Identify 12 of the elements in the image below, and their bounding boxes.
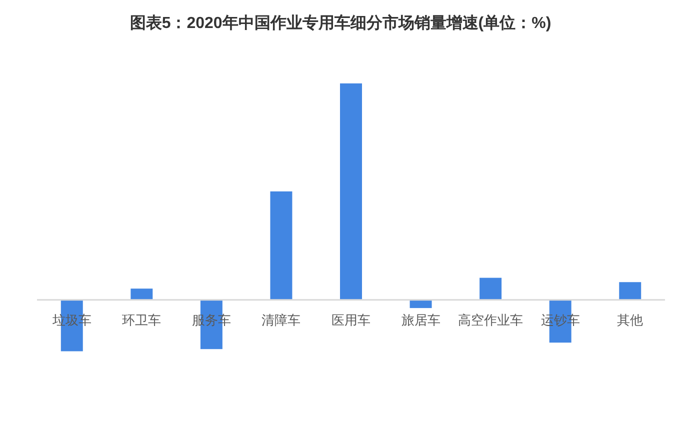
bar [619,282,642,300]
x-tick-label: 环卫车 [122,312,162,328]
bar [130,288,153,300]
x-tick-label: 旅居车 [401,312,440,328]
x-tick-label: 高空作业车 [458,312,524,328]
x-tick-label: 清障车 [262,312,301,328]
chart-title: 图表5：2020年中国作业专用车细分市场销量增速(单位：%) [130,14,552,32]
bar [270,191,292,300]
x-tick-label: 其他 [617,312,644,328]
bar [480,278,502,300]
x-tick-label: 医用车 [332,312,370,328]
bar [340,83,362,300]
